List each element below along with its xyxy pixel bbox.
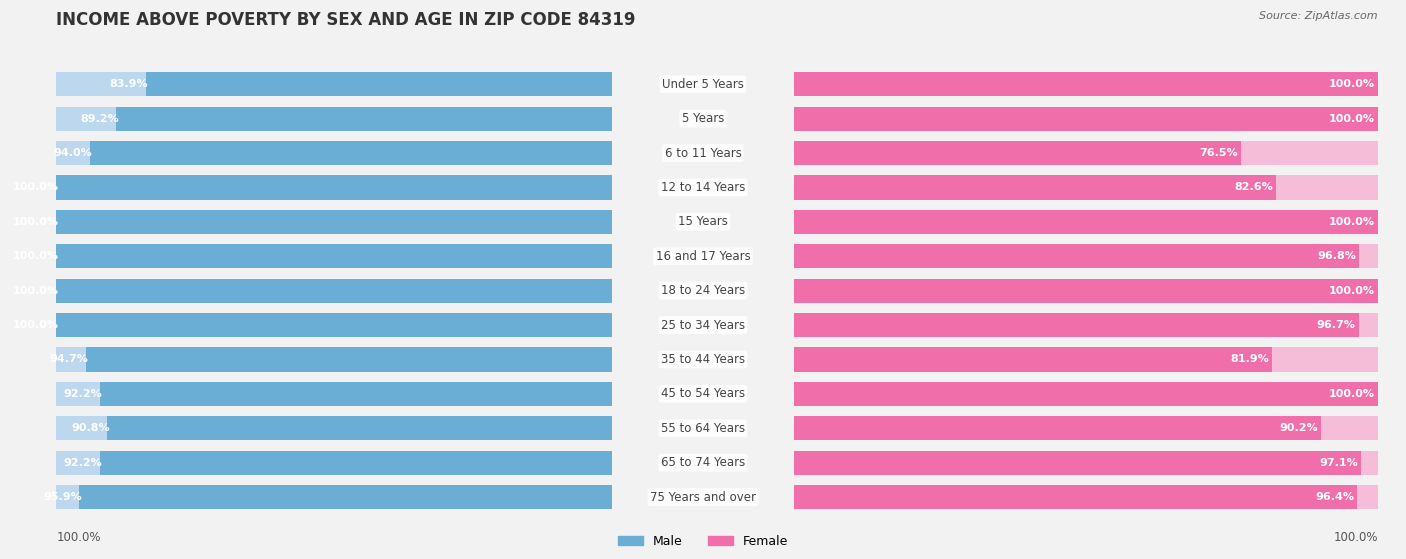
- Text: 6 to 11 Years: 6 to 11 Years: [665, 146, 741, 159]
- Text: 16 and 17 Years: 16 and 17 Years: [655, 250, 751, 263]
- Bar: [794, 141, 1378, 165]
- Text: 83.9%: 83.9%: [110, 79, 149, 89]
- Bar: [56, 348, 612, 372]
- Bar: [56, 141, 612, 165]
- Text: 95.9%: 95.9%: [44, 492, 82, 502]
- Bar: [79, 485, 612, 509]
- Text: 97.1%: 97.1%: [1319, 458, 1358, 468]
- Bar: [794, 210, 1378, 234]
- Bar: [794, 141, 1240, 165]
- Text: 89.2%: 89.2%: [80, 113, 120, 124]
- Bar: [56, 451, 612, 475]
- Bar: [56, 278, 612, 303]
- Bar: [56, 313, 612, 337]
- Bar: [56, 176, 612, 200]
- Text: 100.0%: 100.0%: [13, 217, 59, 227]
- Text: 55 to 64 Years: 55 to 64 Years: [661, 422, 745, 435]
- Text: Under 5 Years: Under 5 Years: [662, 78, 744, 91]
- Text: 18 to 24 Years: 18 to 24 Years: [661, 284, 745, 297]
- Text: 35 to 44 Years: 35 to 44 Years: [661, 353, 745, 366]
- Text: 100.0%: 100.0%: [13, 252, 59, 261]
- Text: 81.9%: 81.9%: [1230, 354, 1270, 364]
- Text: 92.2%: 92.2%: [63, 458, 103, 468]
- Text: 65 to 74 Years: 65 to 74 Years: [661, 456, 745, 469]
- Bar: [56, 278, 612, 303]
- Bar: [794, 416, 1378, 440]
- Bar: [794, 348, 1378, 372]
- Bar: [56, 210, 612, 234]
- Text: 96.7%: 96.7%: [1317, 320, 1355, 330]
- Text: 12 to 14 Years: 12 to 14 Years: [661, 181, 745, 194]
- Bar: [146, 72, 612, 96]
- Bar: [794, 244, 1360, 268]
- Bar: [107, 416, 612, 440]
- Bar: [86, 348, 612, 372]
- Bar: [56, 72, 612, 96]
- Text: 76.5%: 76.5%: [1199, 148, 1237, 158]
- Bar: [794, 244, 1378, 268]
- Bar: [794, 313, 1358, 337]
- Bar: [794, 278, 1378, 303]
- Text: 100.0%: 100.0%: [13, 286, 59, 296]
- Bar: [794, 176, 1277, 200]
- Bar: [100, 382, 612, 406]
- Bar: [794, 107, 1378, 131]
- Bar: [56, 244, 612, 268]
- Bar: [794, 382, 1378, 406]
- Text: 5 Years: 5 Years: [682, 112, 724, 125]
- Text: 100.0%: 100.0%: [1329, 286, 1375, 296]
- Text: 75 Years and over: 75 Years and over: [650, 491, 756, 504]
- Bar: [90, 141, 612, 165]
- Text: 45 to 54 Years: 45 to 54 Years: [661, 387, 745, 400]
- Text: 25 to 34 Years: 25 to 34 Years: [661, 319, 745, 331]
- Text: 100.0%: 100.0%: [1329, 113, 1375, 124]
- Text: 90.2%: 90.2%: [1279, 423, 1317, 433]
- Legend: Male, Female: Male, Female: [613, 530, 793, 553]
- Text: 100.0%: 100.0%: [13, 320, 59, 330]
- Bar: [794, 176, 1378, 200]
- Text: INCOME ABOVE POVERTY BY SEX AND AGE IN ZIP CODE 84319: INCOME ABOVE POVERTY BY SEX AND AGE IN Z…: [56, 11, 636, 29]
- Bar: [794, 313, 1378, 337]
- Bar: [100, 451, 612, 475]
- Bar: [794, 416, 1320, 440]
- Bar: [794, 451, 1361, 475]
- Text: 100.0%: 100.0%: [1333, 531, 1378, 544]
- Bar: [794, 451, 1378, 475]
- Bar: [794, 485, 1357, 509]
- Text: 96.4%: 96.4%: [1315, 492, 1354, 502]
- Text: 94.7%: 94.7%: [49, 354, 89, 364]
- Bar: [56, 244, 612, 268]
- Bar: [56, 210, 612, 234]
- Bar: [794, 107, 1378, 131]
- Text: 100.0%: 100.0%: [13, 182, 59, 192]
- Bar: [794, 382, 1378, 406]
- Text: 15 Years: 15 Years: [678, 215, 728, 229]
- Text: 100.0%: 100.0%: [1329, 389, 1375, 399]
- Text: 100.0%: 100.0%: [1329, 217, 1375, 227]
- Bar: [794, 210, 1378, 234]
- Bar: [56, 416, 612, 440]
- Bar: [794, 72, 1378, 96]
- Text: 82.6%: 82.6%: [1234, 182, 1274, 192]
- Bar: [56, 485, 612, 509]
- Bar: [56, 107, 612, 131]
- Text: 100.0%: 100.0%: [1329, 79, 1375, 89]
- Bar: [56, 176, 612, 200]
- Bar: [56, 382, 612, 406]
- Bar: [117, 107, 612, 131]
- Text: 90.8%: 90.8%: [72, 423, 110, 433]
- Bar: [794, 72, 1378, 96]
- Bar: [794, 485, 1378, 509]
- Text: 100.0%: 100.0%: [56, 531, 101, 544]
- Text: 96.8%: 96.8%: [1317, 252, 1357, 261]
- Bar: [56, 313, 612, 337]
- Text: Source: ZipAtlas.com: Source: ZipAtlas.com: [1260, 11, 1378, 21]
- Text: 94.0%: 94.0%: [53, 148, 93, 158]
- Bar: [794, 278, 1378, 303]
- Text: 92.2%: 92.2%: [63, 389, 103, 399]
- Bar: [794, 348, 1272, 372]
